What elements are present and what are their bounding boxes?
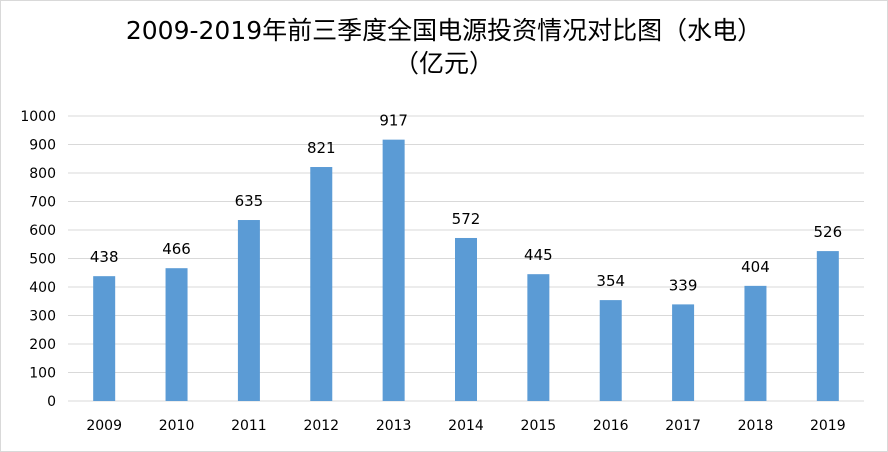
bar-2009: [93, 276, 116, 401]
x-tick-label-2011: 2011: [231, 418, 267, 434]
y-tick-label: 800: [29, 166, 56, 182]
bar-2010: [165, 268, 188, 401]
bar-2015: [527, 274, 550, 401]
x-tick-label-2010: 2010: [159, 418, 195, 434]
y-tick-label: 600: [29, 223, 56, 239]
bar-2018: [744, 285, 767, 401]
y-tick-label: 0: [47, 394, 56, 410]
data-label-2010: 466: [162, 240, 191, 258]
chart-title: 2009-2019年前三季度全国电源投资情况对比图（水电） （亿元）: [0, 14, 888, 80]
x-tick-label-2009: 2009: [86, 418, 122, 434]
x-tick-label-2016: 2016: [593, 418, 629, 434]
x-tick-label-2014: 2014: [448, 418, 484, 434]
x-tick-label-2018: 2018: [738, 418, 774, 434]
y-tick-label: 300: [29, 309, 56, 325]
x-tick-label-2013: 2013: [376, 418, 412, 434]
x-tick-label-2019: 2019: [810, 418, 846, 434]
bar-2013: [382, 139, 405, 401]
bar-2011: [237, 220, 260, 401]
y-tick-label: 900: [29, 138, 56, 154]
x-tick-label-2012: 2012: [303, 418, 339, 434]
y-tick-label: 400: [29, 280, 56, 296]
data-label-2011: 635: [235, 192, 264, 210]
y-tick-label: 200: [29, 337, 56, 353]
data-label-2014: 572: [452, 210, 481, 228]
y-axis: 0 100 200 300 400 500 600 700 800 900 1000: [20, 109, 56, 410]
y-tick-label: 100: [29, 366, 56, 382]
bar-2014: [455, 237, 477, 401]
x-tick-label-2015: 2015: [521, 418, 557, 434]
x-tick-label-2017: 2017: [665, 418, 701, 434]
data-labels: 438 466 635 821 917 572 445 354 339 404 526: [90, 112, 842, 295]
data-label-2019: 526: [813, 223, 842, 241]
y-tick-label: 700: [29, 195, 56, 211]
data-label-2018: 404: [741, 258, 770, 276]
y-tick-label: 500: [29, 252, 56, 268]
x-axis: 2009 2010 2011 2012 2013 2014 2015 2016 2017 2018…: [86, 418, 845, 434]
data-label-2012: 821: [307, 139, 336, 157]
chart-title-line1: 2009-2019年前三季度全国电源投资情况对比图（水电）: [125, 16, 763, 45]
data-label-2016: 354: [596, 272, 625, 290]
data-label-2017: 339: [669, 276, 698, 294]
bar-2012: [310, 167, 333, 401]
data-label-2015: 445: [524, 246, 553, 264]
chart-title-line2: （亿元）: [393, 49, 494, 78]
bar-2019: [816, 251, 839, 401]
data-label-2009: 438: [90, 248, 119, 266]
bar-2017: [672, 304, 695, 401]
bar-2016: [599, 300, 622, 401]
bars: [93, 139, 839, 401]
y-tick-label: 1000: [20, 109, 56, 125]
data-label-2013: 917: [379, 112, 408, 130]
